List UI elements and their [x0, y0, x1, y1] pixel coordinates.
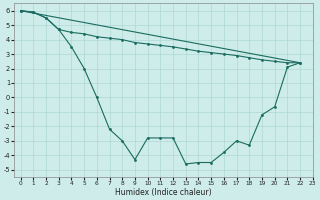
X-axis label: Humidex (Indice chaleur): Humidex (Indice chaleur): [115, 188, 212, 197]
